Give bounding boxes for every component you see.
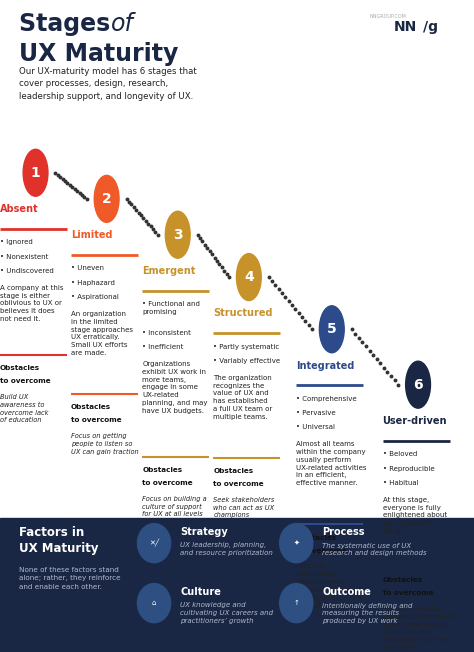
Text: • Partly systematic: • Partly systematic [213, 344, 280, 349]
Text: Our UX-maturity model has 6 stages that
cover processes, design, research,
leade: Our UX-maturity model has 6 stages that … [19, 67, 197, 100]
Text: • Universal: • Universal [296, 424, 335, 430]
Text: • Uneven: • Uneven [71, 265, 104, 271]
Text: Focus on building a
culture of support
for UX at all levels: Focus on building a culture of support f… [142, 496, 207, 518]
Text: Focus on keeping
momentum of the UX
effort, championing
UX values, and
educating: Focus on keeping momentum of the UX effo… [383, 606, 455, 651]
Text: ↑: ↑ [293, 600, 299, 606]
Text: to overcome: to overcome [0, 379, 51, 385]
Text: UX leadership, planning,
and resource prioritization: UX leadership, planning, and resource pr… [180, 542, 273, 556]
Text: A company at this
stage is either
oblivious to UX or
believes it does
not need i: A company at this stage is either oblivi… [0, 285, 64, 322]
Text: to overcome: to overcome [142, 481, 193, 486]
Text: Focus on
establishing
user-centered
outcome metrics at
the highest levels of
the: Focus on establishing user-centered outc… [296, 563, 364, 608]
Text: Limited: Limited [71, 230, 113, 240]
Text: • Inconsistent: • Inconsistent [142, 330, 191, 336]
Ellipse shape [280, 584, 313, 623]
Text: • Reproducible: • Reproducible [383, 466, 434, 471]
Text: Structured: Structured [213, 308, 273, 318]
Text: None of these factors stand
alone; rather, they reinforce
and enable each other.: None of these factors stand alone; rathe… [19, 567, 120, 590]
Text: UX knowledge and
cultivating UX careers and
practitioners’ growth: UX knowledge and cultivating UX careers … [180, 602, 273, 624]
Text: ✦: ✦ [293, 540, 299, 546]
Ellipse shape [237, 254, 261, 301]
Text: Almost all teams
within the company
usually perform
UX-related activities
in an : Almost all teams within the company usua… [296, 441, 367, 486]
Text: Factors in
UX Maturity: Factors in UX Maturity [19, 526, 99, 555]
Text: Obstacles: Obstacles [71, 404, 111, 410]
Text: • Ignored: • Ignored [0, 239, 33, 245]
Text: to overcome: to overcome [213, 481, 264, 487]
Text: Process: Process [322, 527, 365, 537]
Text: Culture: Culture [180, 587, 221, 597]
Text: Integrated: Integrated [296, 361, 355, 370]
Text: to overcome: to overcome [383, 591, 433, 597]
Ellipse shape [94, 175, 119, 222]
Text: • Nonexistent: • Nonexistent [0, 254, 48, 259]
Text: 5: 5 [327, 322, 337, 336]
Text: Absent: Absent [0, 204, 38, 214]
Text: • Pervasive: • Pervasive [296, 410, 336, 416]
Text: Outcome: Outcome [322, 587, 371, 597]
Ellipse shape [165, 211, 190, 258]
Ellipse shape [23, 149, 48, 196]
Text: 4: 4 [244, 270, 254, 284]
Ellipse shape [137, 524, 171, 563]
Text: to overcome: to overcome [296, 548, 347, 554]
Text: Obstacles: Obstacles [213, 468, 254, 474]
Bar [0, 518, 474, 652]
Text: Obstacles: Obstacles [0, 366, 40, 372]
Text: of: of [111, 12, 134, 36]
Text: 3: 3 [173, 228, 182, 242]
Text: NN: NN [393, 20, 417, 34]
Text: Obstacles: Obstacles [383, 578, 423, 584]
Text: Seek stakeholders
who can act as UX
champions: Seek stakeholders who can act as UX cham… [213, 497, 274, 518]
Text: • Inefficient: • Inefficient [142, 344, 183, 350]
Text: An organization
in the limited
stage approaches
UX erratically.
Small UX efforts: An organization in the limited stage app… [71, 311, 133, 356]
Text: Obstacles: Obstacles [296, 535, 337, 541]
Text: • Beloved: • Beloved [383, 451, 417, 457]
Text: • Habitual: • Habitual [383, 480, 418, 486]
Text: Strategy: Strategy [180, 527, 228, 537]
Text: Obstacles: Obstacles [142, 467, 182, 473]
Text: • Aspirational: • Aspirational [71, 294, 119, 300]
Text: The organization
recognizes the
value of UX and
has established
a full UX team o: The organization recognizes the value of… [213, 375, 273, 420]
Text: 6: 6 [413, 378, 423, 392]
Text: The systematic use of UX
research and design methods: The systematic use of UX research and de… [322, 542, 427, 556]
Text: to overcome: to overcome [71, 417, 122, 423]
Text: Emergent: Emergent [142, 266, 196, 276]
Text: Organizations
exhibit UX work in
more teams,
engage in some
UX-related
planning,: Organizations exhibit UX work in more te… [142, 361, 208, 414]
Text: 1: 1 [31, 166, 40, 180]
Text: 2: 2 [102, 192, 111, 206]
Ellipse shape [137, 584, 171, 623]
Text: • Comprehensive: • Comprehensive [296, 396, 357, 402]
Text: /g: /g [423, 20, 438, 34]
Text: Intentionally defining and
measuring the results
produced by UX work: Intentionally defining and measuring the… [322, 602, 413, 624]
Text: Stages: Stages [19, 12, 118, 36]
Text: • Haphazard: • Haphazard [71, 280, 115, 286]
Text: At this stage,
everyone is fully
enlightened about
user-centered
design.: At this stage, everyone is fully enlight… [383, 497, 447, 534]
Ellipse shape [319, 306, 344, 353]
Text: ⌂: ⌂ [152, 600, 156, 606]
Text: User-driven: User-driven [383, 416, 447, 426]
Ellipse shape [280, 524, 313, 563]
Text: Build UX
awareness to
overcome lack
of education: Build UX awareness to overcome lack of e… [0, 394, 48, 423]
Text: • Variably effective: • Variably effective [213, 358, 281, 364]
Text: • Undiscovered: • Undiscovered [0, 268, 54, 274]
Text: Focus on getting
people to listen so
UX can gain traction: Focus on getting people to listen so UX … [71, 433, 139, 455]
Text: ✕╱: ✕╱ [149, 539, 159, 547]
Text: • Functional and
promising: • Functional and promising [142, 301, 200, 315]
Ellipse shape [406, 361, 430, 408]
Text: NNGROUP.COM: NNGROUP.COM [370, 14, 407, 20]
Text: UX Maturity: UX Maturity [19, 42, 178, 67]
